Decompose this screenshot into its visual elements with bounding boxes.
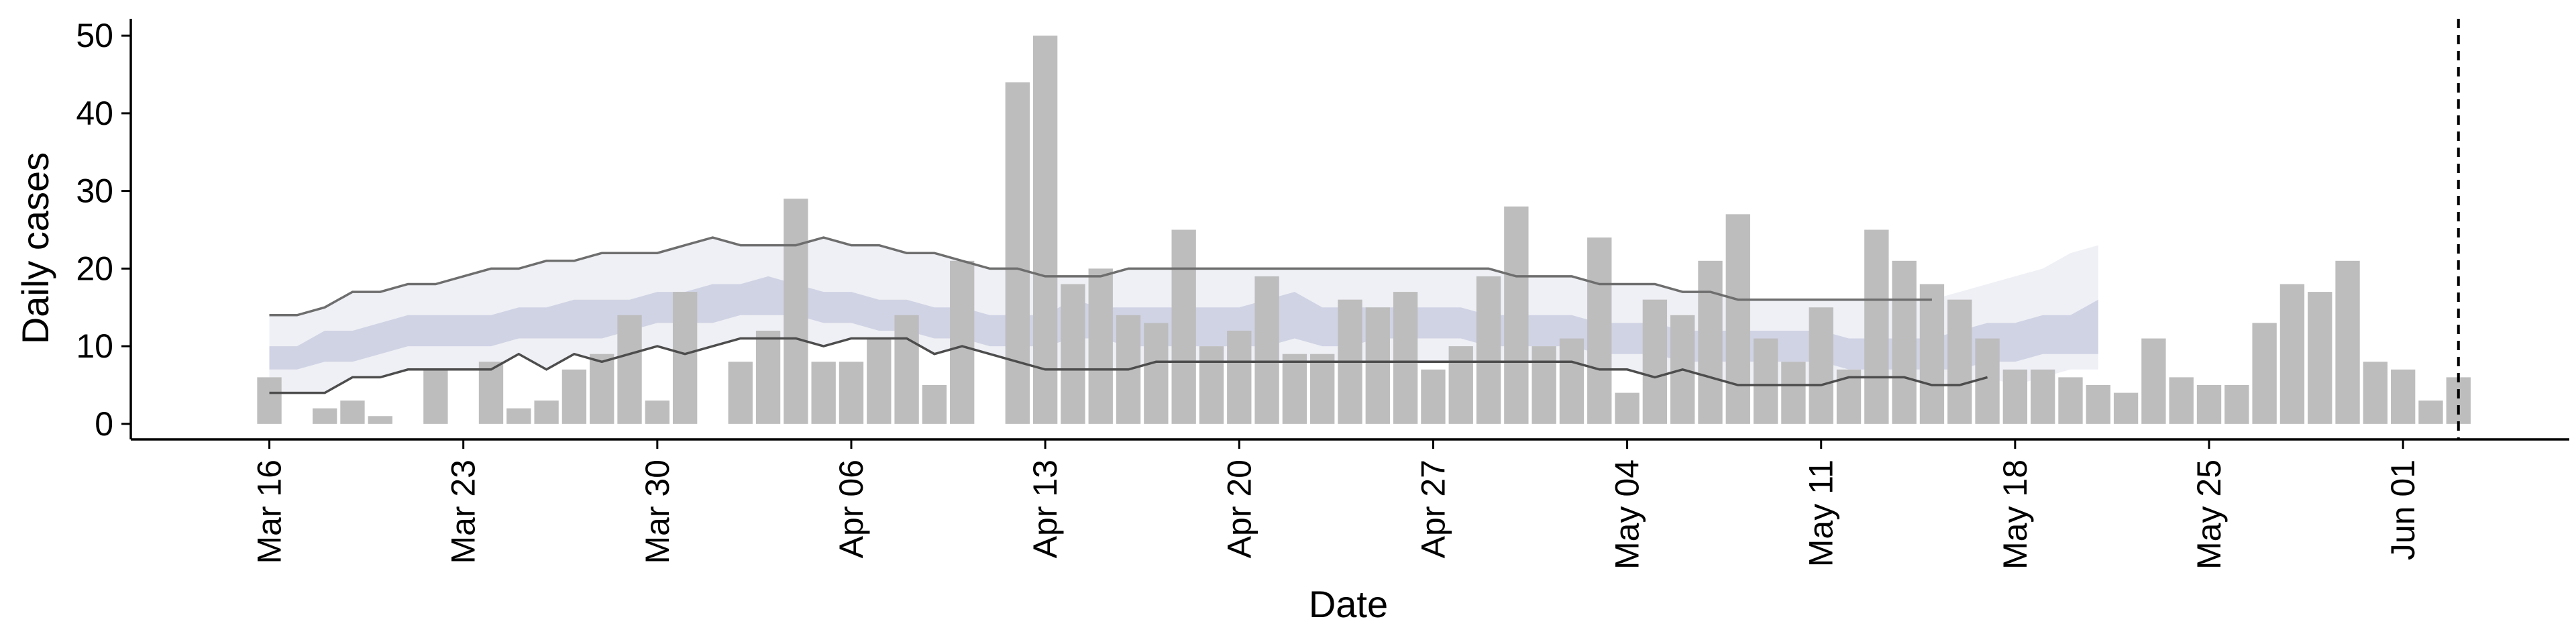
bar xyxy=(1975,338,2000,424)
bar xyxy=(1254,276,1279,424)
x-tick-label: Apr 27 xyxy=(1414,460,1452,558)
bar xyxy=(1559,338,1585,424)
x-tick-label: May 25 xyxy=(2190,460,2228,570)
bar xyxy=(811,362,836,424)
y-tick-label: 50 xyxy=(76,17,113,54)
bar xyxy=(1504,206,1529,424)
bar xyxy=(1587,237,1612,424)
bar xyxy=(755,330,781,424)
bar xyxy=(1171,229,1196,424)
y-tick-label: 20 xyxy=(76,250,113,287)
bar xyxy=(1061,284,1085,424)
y-tick-label: 10 xyxy=(76,327,113,365)
bar xyxy=(728,362,753,424)
bar xyxy=(368,416,392,424)
y-tick-label: 40 xyxy=(76,95,113,132)
bar xyxy=(2002,369,2028,424)
bar xyxy=(340,400,365,424)
bar xyxy=(478,362,504,424)
bar xyxy=(894,315,919,424)
x-tick-label: Apr 20 xyxy=(1220,460,1258,558)
y-tick-label: 30 xyxy=(76,172,113,210)
bar xyxy=(922,384,947,424)
bar xyxy=(534,400,559,424)
axes: 0 10 20 30 40 50 Mar 16 Mar 23 Mar 30 Apr 06 Apr 1… xyxy=(76,17,2569,570)
bar xyxy=(506,408,531,424)
bar xyxy=(617,315,642,424)
bar xyxy=(2446,377,2471,424)
x-tick-label: Apr 13 xyxy=(1026,460,1064,558)
bar xyxy=(257,377,282,424)
x-tick-label: Apr 06 xyxy=(833,460,870,558)
bar xyxy=(1282,354,1307,424)
bar xyxy=(423,369,448,424)
bar xyxy=(1753,338,1778,424)
bar xyxy=(645,400,670,424)
x-tick-label: May 18 xyxy=(1996,460,2034,570)
y-tick-label: 0 xyxy=(95,405,113,443)
bar xyxy=(2169,377,2194,424)
lower-bound-line xyxy=(269,337,1988,394)
bar xyxy=(867,338,892,424)
bar xyxy=(1005,82,1030,424)
upper-bound-line xyxy=(269,236,1932,317)
x-tick-label: May 04 xyxy=(1609,460,1646,570)
bar xyxy=(2141,338,2166,424)
bar xyxy=(1892,260,1917,424)
bar xyxy=(1310,354,1335,424)
bar xyxy=(2058,377,2083,424)
bar xyxy=(1781,362,1806,424)
bar xyxy=(1698,260,1723,424)
bar xyxy=(1864,229,1889,424)
bar xyxy=(1476,276,1501,424)
x-axis-title: Date xyxy=(1309,583,1388,625)
bar xyxy=(1642,299,1668,424)
x-tick-label: Mar 23 xyxy=(445,460,482,564)
bar xyxy=(590,354,614,424)
bar xyxy=(1532,346,1556,424)
bar xyxy=(2279,284,2305,424)
bar xyxy=(1421,369,1446,424)
bar xyxy=(1144,323,1169,424)
bar xyxy=(1032,36,1058,424)
bar xyxy=(1615,392,1640,424)
x-tick-label: Mar 16 xyxy=(251,460,288,564)
bar xyxy=(2030,369,2055,424)
bar xyxy=(1725,214,1750,424)
bar xyxy=(672,292,698,424)
bar xyxy=(2363,362,2388,424)
bar xyxy=(1199,346,1224,424)
bar xyxy=(1947,299,1972,424)
bar xyxy=(2335,260,2360,424)
bar xyxy=(2252,323,2277,424)
bar xyxy=(1919,284,1945,424)
bar xyxy=(784,199,808,424)
y-axis-title: Daily cases xyxy=(14,152,56,344)
bar xyxy=(839,362,864,424)
interval-bound-lines xyxy=(269,236,1988,394)
bar xyxy=(1448,346,1473,424)
x-tick-label: Jun 01 xyxy=(2384,460,2422,560)
bar xyxy=(1088,268,1113,424)
bar xyxy=(1227,330,1252,424)
bar xyxy=(2308,292,2332,424)
bar xyxy=(2086,384,2110,424)
bar xyxy=(2196,384,2222,424)
x-tick-label: May 11 xyxy=(1803,460,1840,567)
x-tick-label: Mar 30 xyxy=(639,460,676,564)
bar xyxy=(2418,400,2443,424)
bar xyxy=(561,369,587,424)
bar xyxy=(1809,307,1833,424)
bar xyxy=(1393,292,1418,424)
bar xyxy=(1365,307,1390,424)
bar xyxy=(2224,384,2249,424)
bar xyxy=(312,408,337,424)
bar xyxy=(2113,392,2139,424)
bar xyxy=(950,260,975,424)
bar xyxy=(2390,369,2416,424)
daily-case-bars xyxy=(257,36,2471,424)
